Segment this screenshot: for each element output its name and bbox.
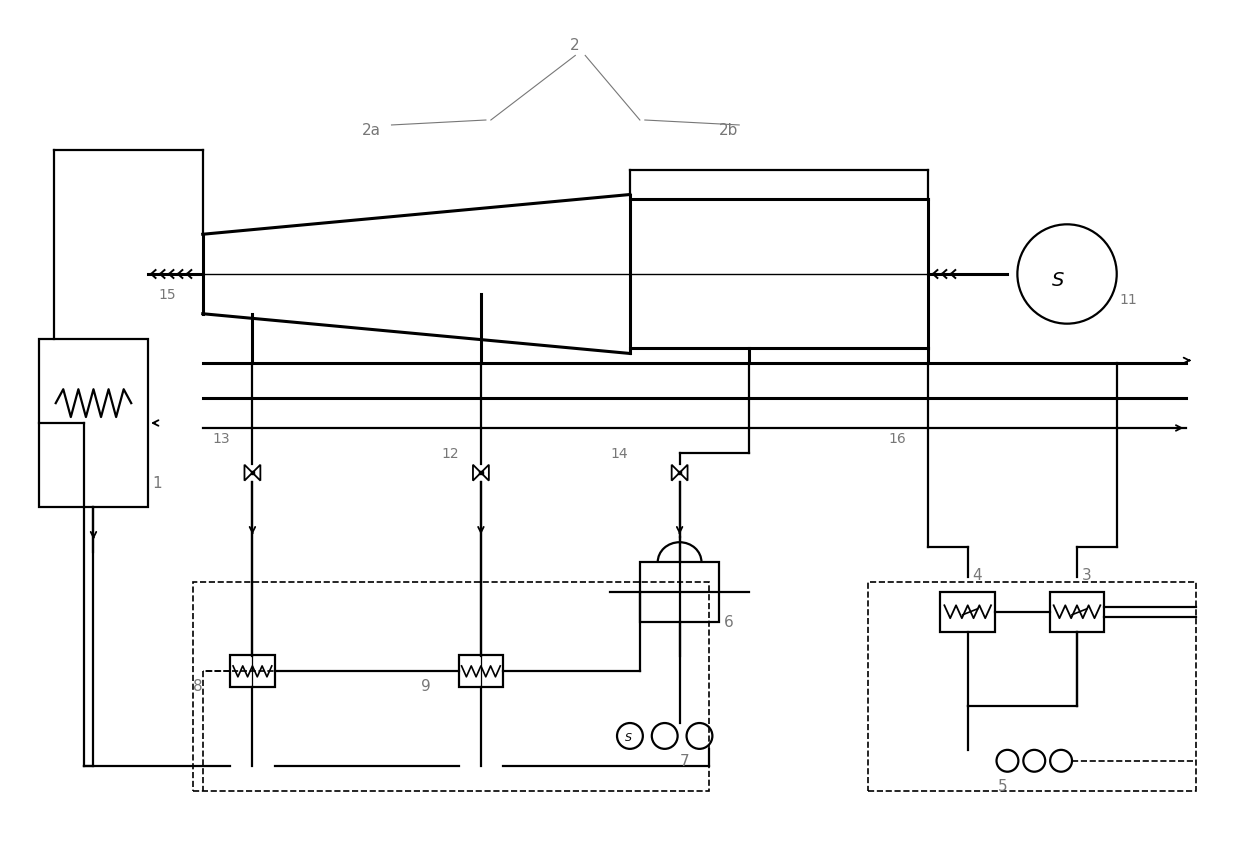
Bar: [940, 592, 994, 632]
Text: S: S: [1053, 271, 1064, 290]
Bar: [192, 582, 709, 790]
Text: 9: 9: [422, 679, 432, 695]
Polygon shape: [244, 465, 253, 481]
Text: 16: 16: [888, 432, 906, 446]
Polygon shape: [680, 465, 687, 481]
Bar: [231, 656, 275, 687]
Text: 6: 6: [724, 615, 734, 630]
Text: 3: 3: [1083, 568, 1091, 583]
Text: 7: 7: [680, 754, 689, 769]
Text: 5: 5: [997, 778, 1007, 794]
Text: 12: 12: [441, 447, 459, 460]
Polygon shape: [472, 465, 481, 481]
Text: 14: 14: [610, 447, 627, 460]
Bar: [38, 338, 148, 507]
Polygon shape: [672, 465, 680, 481]
Text: 2: 2: [570, 38, 580, 53]
Bar: [678, 471, 682, 475]
Bar: [1050, 592, 1105, 632]
Bar: [640, 562, 719, 622]
Text: 1: 1: [153, 476, 161, 491]
Bar: [479, 471, 482, 475]
Text: 11: 11: [1120, 293, 1137, 307]
Polygon shape: [481, 465, 489, 481]
Text: 8: 8: [192, 679, 202, 695]
Text: 15: 15: [157, 287, 176, 302]
Bar: [459, 656, 503, 687]
Text: S: S: [625, 734, 631, 744]
Bar: [868, 582, 1197, 790]
Text: 13: 13: [213, 432, 231, 446]
Text: 4: 4: [972, 568, 982, 583]
Text: 2b: 2b: [719, 123, 739, 138]
Text: 2a: 2a: [362, 123, 381, 138]
Bar: [250, 471, 254, 475]
Polygon shape: [253, 465, 260, 481]
